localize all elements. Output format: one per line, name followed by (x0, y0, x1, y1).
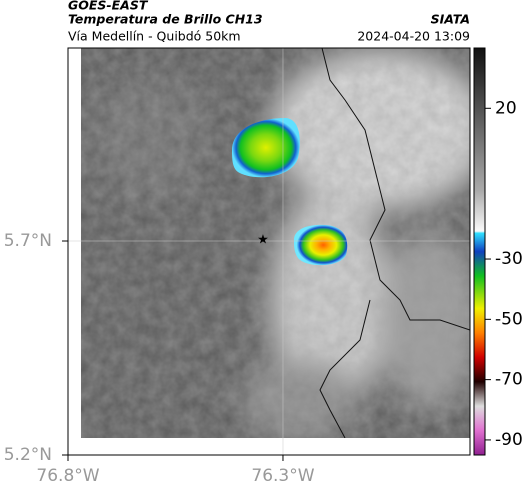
colorbar-tick-label: -50 (495, 309, 523, 329)
colorbar (473, 47, 486, 456)
source: SIATA (431, 12, 470, 27)
city-marker: ★ (257, 233, 269, 248)
x-tick-label: 76.8°W (36, 466, 99, 486)
colorbar-tick-label: -30 (495, 249, 523, 269)
satellite-image (81, 48, 470, 438)
y-tick-label: 5.7°N (4, 231, 52, 251)
map-frame (67, 47, 471, 456)
colorbar-tick-label: -70 (495, 370, 523, 390)
x-tick-label: 76.3°W (251, 466, 314, 486)
y-tick-label: 5.2°N (4, 445, 52, 465)
title: GOES-EAST (68, 0, 149, 13)
timestamp: 2024-04-20 13:09 (357, 29, 470, 44)
subtitle: Temperatura de Brillo CH13 (68, 12, 263, 27)
route: Vía Medellín - Quibdó 50km (68, 29, 241, 44)
colorbar-tick-label: -90 (495, 430, 523, 450)
colorbar-tick-label: 20 (495, 98, 517, 118)
